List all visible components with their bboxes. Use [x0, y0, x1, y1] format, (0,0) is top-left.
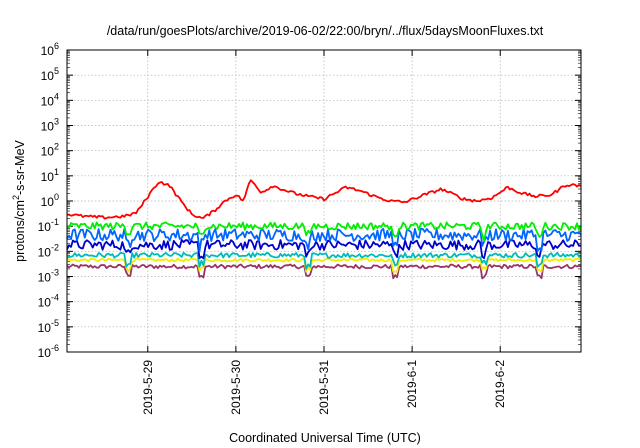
y-tick-label: 106 — [41, 41, 59, 58]
y-tick-base: 10 — [38, 346, 52, 360]
y-tick-exp: 6 — [54, 41, 59, 51]
series-line-4 — [66, 238, 582, 260]
y-tick-exp: 0 — [54, 192, 59, 202]
y-tick-base: 10 — [41, 145, 55, 159]
y-tick-exp: -6 — [51, 343, 59, 353]
y-axis-label-sup: 2 — [11, 195, 21, 200]
y-tick-base: 10 — [38, 321, 52, 335]
series-lines — [66, 179, 582, 280]
y-tick-base: 10 — [41, 69, 55, 83]
y-tick-label: 105 — [41, 66, 59, 83]
y-tick-label: 104 — [41, 91, 59, 108]
y-tick-label: 10-4 — [38, 293, 59, 310]
y-tick-base: 10 — [41, 94, 55, 108]
y-tick-exp: 5 — [54, 66, 59, 76]
y-tick-exp: -4 — [51, 293, 59, 303]
y-tick-exp: 2 — [54, 142, 59, 152]
x-tick-label: 2019-5-31 — [317, 360, 331, 415]
y-tick-label: 103 — [41, 117, 59, 134]
y-tick-exp: -5 — [51, 318, 59, 328]
y-axis-label-pre: protons/cm — [13, 200, 27, 262]
y-tick-exp: 1 — [54, 167, 59, 177]
grid — [67, 50, 581, 352]
y-tick-label: 101 — [41, 167, 59, 184]
y-tick-base: 10 — [41, 170, 55, 184]
y-tick-exp: 4 — [54, 91, 59, 101]
y-tick-base: 10 — [38, 220, 52, 234]
x-tick-label: 2019-5-30 — [229, 360, 243, 415]
series-line-1 — [66, 179, 582, 220]
series-line-6 — [66, 257, 582, 273]
y-axis: 10-610-510-410-310-210-11001011021031041… — [38, 41, 581, 360]
y-tick-exp: -2 — [51, 242, 59, 252]
series-line-3 — [66, 227, 582, 253]
y-tick-base: 10 — [38, 296, 52, 310]
plot-frame — [66, 49, 582, 353]
y-axis-label: protons/cm2-s-sr-MeV — [11, 139, 27, 261]
y-tick-label: 10-1 — [38, 217, 59, 234]
y-tick-base: 10 — [41, 120, 55, 134]
x-axis: 2019-5-29 2019-5-30 2019-5-31 2019-6-1 2019-… — [141, 50, 507, 415]
y-tick-label: 10-3 — [38, 268, 59, 285]
y-tick-exp: -3 — [51, 268, 59, 278]
series-line-7 — [66, 263, 582, 280]
x-tick-label: 2019-5-29 — [141, 360, 155, 415]
y-tick-exp: 3 — [54, 117, 59, 127]
y-tick-label: 102 — [41, 142, 59, 159]
series-line-5 — [66, 251, 582, 270]
x-tick-label: 2019-6-1 — [405, 360, 419, 408]
y-axis-label-post: -s-sr-MeV — [13, 139, 27, 195]
series-line-2 — [66, 221, 582, 242]
y-tick-label: 100 — [41, 192, 59, 209]
x-tick-label: 2019-6-2 — [493, 360, 507, 408]
y-tick-label: 10-6 — [38, 343, 59, 360]
chart-title: /data/run/goesPlots/archive/2019-06-02/2… — [107, 24, 544, 38]
y-tick-label: 10-5 — [38, 318, 59, 335]
x-axis-label: Coordinated Universal Time (UTC) — [229, 431, 421, 445]
y-tick-base: 10 — [41, 44, 55, 58]
y-tick-base: 10 — [41, 195, 55, 209]
y-tick-exp: -1 — [51, 217, 59, 227]
y-tick-base: 10 — [38, 245, 52, 259]
y-tick-base: 10 — [38, 271, 52, 285]
y-tick-label: 10-2 — [38, 242, 59, 259]
